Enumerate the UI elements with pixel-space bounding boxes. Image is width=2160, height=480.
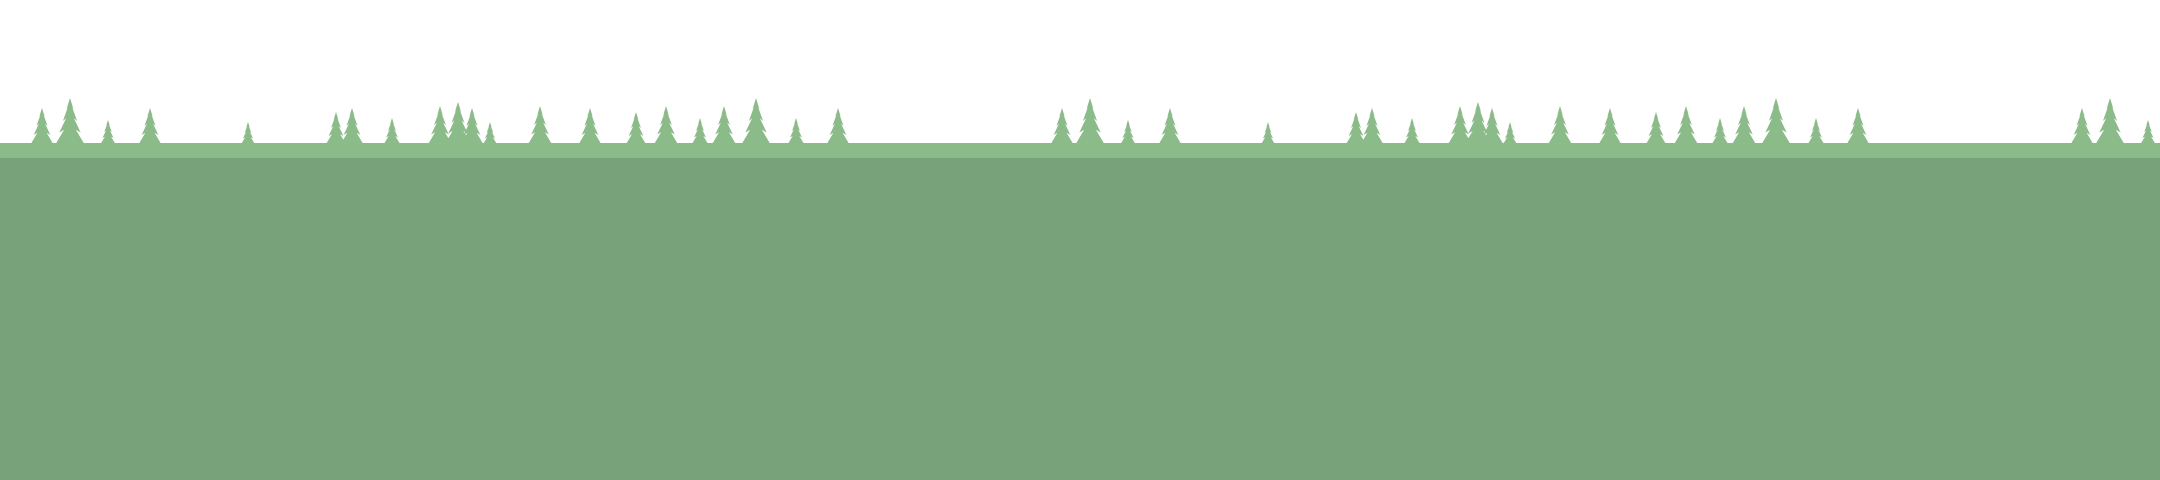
- ground: [0, 158, 2160, 480]
- pine-tree-icon: [1503, 122, 1517, 144]
- pine-tree-icon: [1346, 112, 1366, 144]
- pine-tree-icon: [741, 98, 771, 144]
- pine-tree-icon: [1732, 106, 1756, 144]
- pine-tree-icon: [483, 122, 497, 144]
- pine-tree-icon: [1448, 106, 1472, 144]
- pine-tree-icon: [712, 106, 736, 144]
- pine-tree-icon: [326, 112, 346, 144]
- pine-tree-icon: [691, 118, 709, 144]
- pine-tree-icon: [55, 98, 85, 144]
- pine-tree-icon: [1807, 118, 1825, 144]
- pine-tree-icon: [1158, 108, 1182, 144]
- pine-tree-icon: [1075, 98, 1105, 144]
- pine-tree-icon: [578, 108, 602, 144]
- pine-tree-icon: [1050, 108, 1074, 144]
- pine-tree-icon: [654, 106, 678, 144]
- pine-tree-icon: [2070, 108, 2094, 144]
- pine-tree-icon: [1598, 108, 1622, 144]
- pine-tree-icon: [1480, 108, 1504, 144]
- pine-tree-icon: [1761, 98, 1791, 144]
- pine-tree-icon: [1711, 118, 1729, 144]
- tree-line: [30, 98, 2156, 144]
- pine-tree-icon: [138, 108, 162, 144]
- pine-tree-icon: [1846, 108, 1870, 144]
- pine-tree-icon: [826, 108, 850, 144]
- pine-tree-icon: [100, 120, 116, 144]
- pine-tree-icon: [2095, 98, 2125, 144]
- sky: [0, 0, 2160, 144]
- pine-tree-icon: [626, 112, 646, 144]
- pine-tree-icon: [340, 108, 364, 144]
- pine-tree-icon: [241, 122, 255, 144]
- pine-tree-icon: [1360, 108, 1384, 144]
- pine-tree-icon: [1674, 106, 1698, 144]
- pine-tree-icon: [528, 106, 552, 144]
- pine-tree-icon: [1646, 112, 1666, 144]
- pine-tree-icon: [460, 108, 484, 144]
- pine-tree-icon: [1403, 118, 1421, 144]
- pine-tree-icon: [2140, 120, 2156, 144]
- pine-tree-icon: [787, 118, 805, 144]
- pine-tree-icon: [1261, 122, 1275, 144]
- pine-tree-icon: [30, 108, 54, 144]
- pine-tree-icon: [1548, 106, 1572, 144]
- ground-strip: [0, 143, 2160, 159]
- pine-tree-icon: [1120, 120, 1136, 144]
- pine-tree-icon: [383, 118, 401, 144]
- pine-tree-icon: [428, 106, 452, 144]
